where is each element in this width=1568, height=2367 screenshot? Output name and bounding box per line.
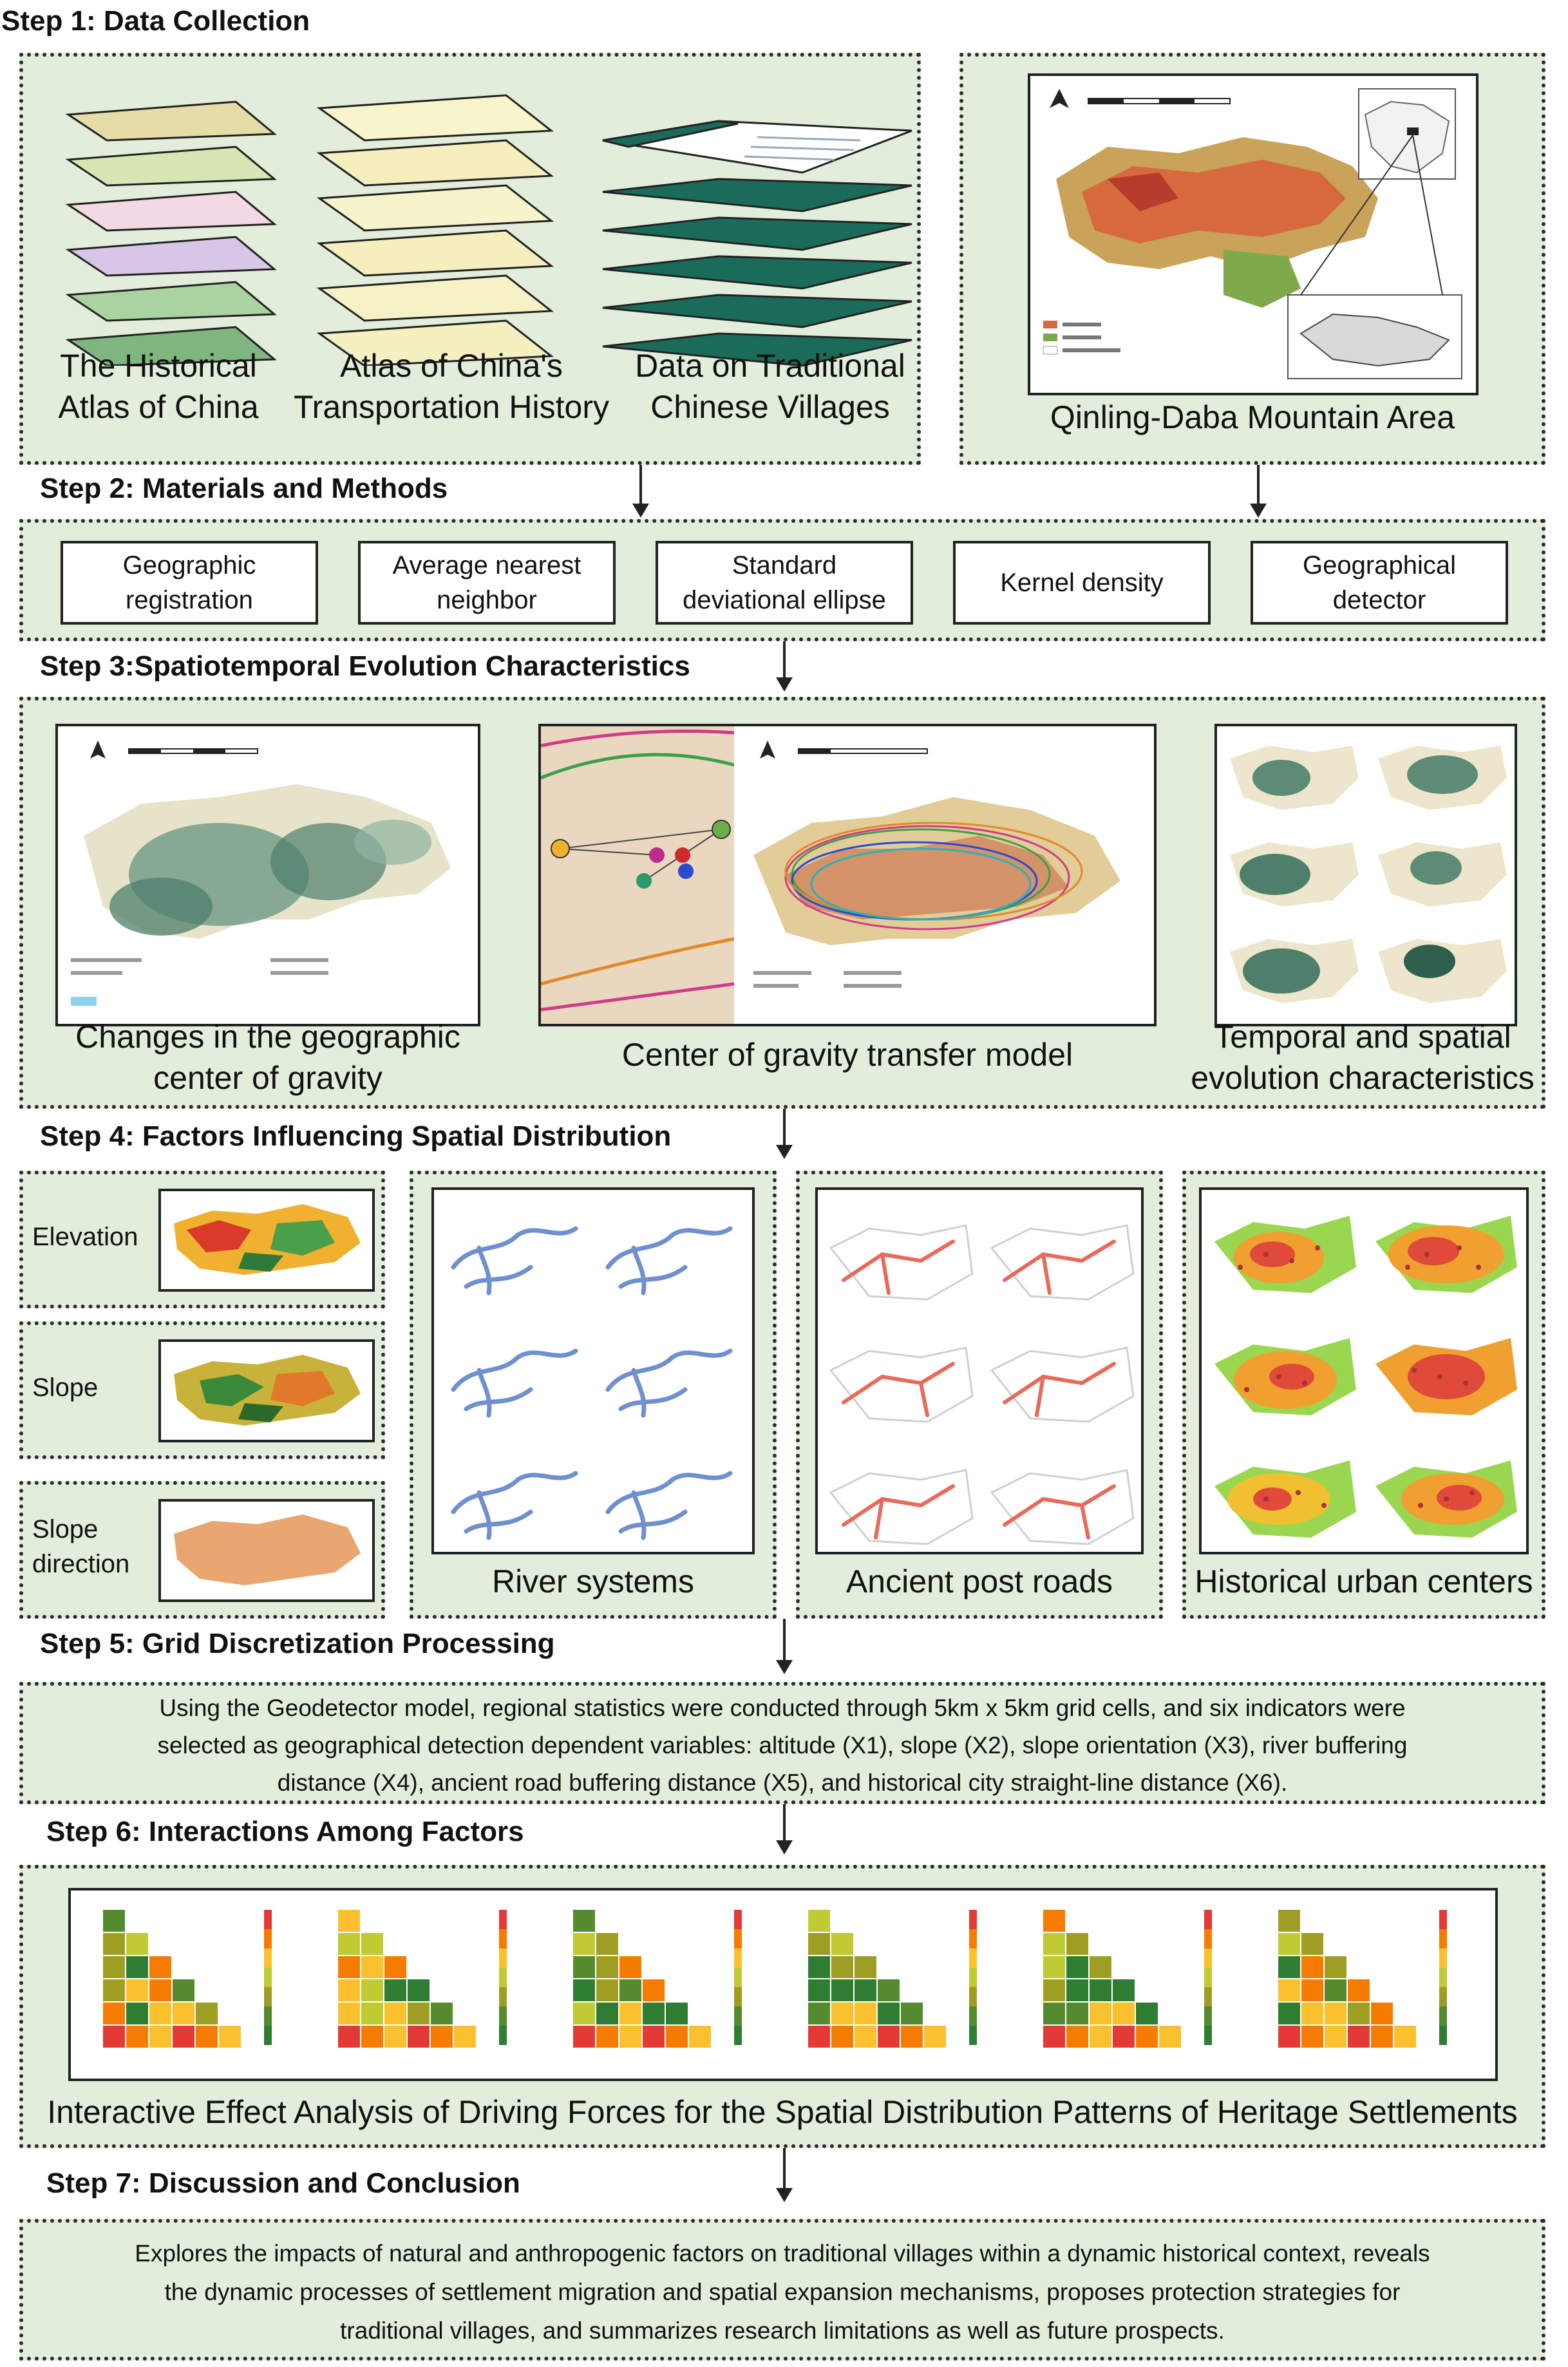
post-roads-panel: Ancient post roads [796,1171,1163,1619]
step1-title: Step 1: Data Collection [1,5,310,37]
gravity-transfer-map [538,724,1157,1026]
river-systems-label: River systems [492,1563,694,1599]
heatmap-6 [1278,1910,1447,2048]
gravity-transfer-label: Center of gravity transfer model [621,1037,1073,1073]
heatmap-5 [1043,1910,1212,2048]
slope-direction-panel: Slope direction [19,1481,385,1619]
step6-title: Step 6: Interactions Among Factors [46,1816,524,1847]
elevation-map [158,1189,375,1292]
temporal-evolution-maps [1214,724,1517,1026]
center-of-gravity-map [55,724,480,1026]
transportation-atlas-stack-icon [316,94,554,366]
step7-title: Step 7: Discussion and Conclusion [46,2167,520,2199]
temporal-evolution-label: Temporal and spatial evolution characteri… [1191,1019,1535,1096]
river-systems-maps [431,1187,755,1554]
historical-atlas-label: The Historical Atlas of China [58,348,259,425]
heatmap-2 [338,1910,507,2048]
slope-panel: Slope [19,1321,385,1459]
data-collection-panel: The Historical Atlas of China Atlas of Ch… [19,53,921,465]
step2-title: Step 2: Materials and Methods [40,473,448,504]
urban-centers-label: Historical urban centers [1195,1563,1533,1599]
methods-panel: Geographic registration Average nearest ne… [19,519,1545,641]
geographic-center-label: Changes in the geographic center of gravi… [75,1019,460,1096]
grid-discretization-text: Using the Geodetector model, regional st… [157,1695,1408,1796]
slope-map [158,1339,375,1442]
slope-direction-label: Slope direction [32,1515,130,1578]
step5-title: Step 5: Grid Discretization Processing [40,1628,555,1659]
interactions-caption: Interactive Effect Analysis of Driving F… [47,2094,1518,2130]
method-kernel-density: Kernel density [953,541,1211,625]
method-average-nearest-neighbor: Average nearest neighbor [358,541,616,625]
historical-atlas-stack-icon [65,100,277,366]
method-geographical-detector: Geographical detector [1251,541,1508,625]
study-area-map [1028,73,1478,395]
interaction-heatmaps [68,1888,1498,2081]
post-roads-maps [815,1187,1144,1554]
conclusion-panel: Explores the impacts of natural and anth… [19,2219,1545,2361]
study-area-label: Qinling-Daba Mountain Area [1050,399,1455,435]
heatmap-3 [573,1910,742,2048]
slope-direction-map [158,1499,375,1602]
village-data-label: Data on Traditional Chinese Villages [635,348,905,425]
evolution-panel: Changes in the geographic center of gravi… [19,697,1545,1109]
method-geographic-registration: Geographic registration [61,541,318,625]
elevation-label: Elevation [32,1223,138,1251]
post-roads-label: Ancient post roads [845,1563,1113,1599]
river-systems-panel: River systems [410,1171,777,1619]
step4-title: Step 4: Factors Influencing Spatial Dist… [40,1120,672,1152]
grid-discretization-panel: Using the Geodetector model, regional st… [19,1682,1545,1804]
method-standard-deviational-ellipse: Standard deviational ellipse [656,541,913,625]
heatmap-group [103,1910,1447,2048]
conclusion-text: Explores the impacts of natural and anth… [135,2240,1430,2344]
interactions-panel: Interactive Effect Analysis of Driving F… [19,1865,1545,2148]
urban-centers-maps [1199,1187,1529,1554]
study-area-panel: Qinling-Daba Mountain Area [959,53,1545,465]
transportation-atlas-label: Atlas of China's Transportation History [294,348,609,425]
slope-label: Slope [32,1373,99,1402]
heatmap-4 [808,1910,977,2048]
elevation-panel: Elevation [19,1171,385,1308]
village-data-stack-icon [602,120,912,367]
urban-centers-panel: Historical urban centers [1182,1171,1545,1619]
heatmap-1 [103,1910,272,2048]
step3-title: Step 3:Spatiotemporal Evolution Characte… [40,650,690,682]
